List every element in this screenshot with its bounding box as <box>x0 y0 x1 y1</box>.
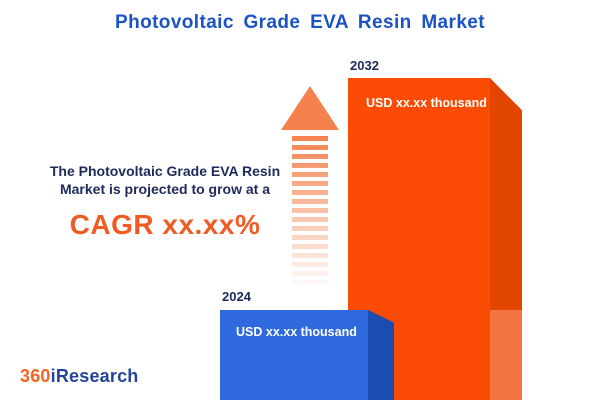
bar-2024 <box>220 310 368 400</box>
value-label-2032: USD xx.xx thousand <box>366 96 487 110</box>
promo-line-2: Market is projected to grow at a <box>59 181 271 198</box>
promo-line-1: The Photovoltaic Grade EVA Resin <box>49 163 281 179</box>
promo-text: The Photovoltaic Grade EVA Resin Market … <box>15 162 315 244</box>
page-title: Photovoltaic Grade EVA Resin Market <box>115 12 485 33</box>
company-logo: 360iResearch <box>20 366 139 387</box>
logo-part-research: iResearch <box>50 366 139 386</box>
growth-arrow-fade <box>290 136 330 286</box>
bar-2032-side-face <box>490 78 522 400</box>
cagr-text: CAGR xx.xx% <box>69 209 261 241</box>
up-arrow-icon <box>281 86 339 130</box>
bar-2024-side-face <box>368 310 394 400</box>
value-label-2024: USD xx.xx thousand <box>236 325 357 339</box>
year-label-2024: 2024 <box>222 289 251 304</box>
year-label-2032: 2032 <box>350 58 379 73</box>
logo-part-360: 360 <box>20 366 51 386</box>
